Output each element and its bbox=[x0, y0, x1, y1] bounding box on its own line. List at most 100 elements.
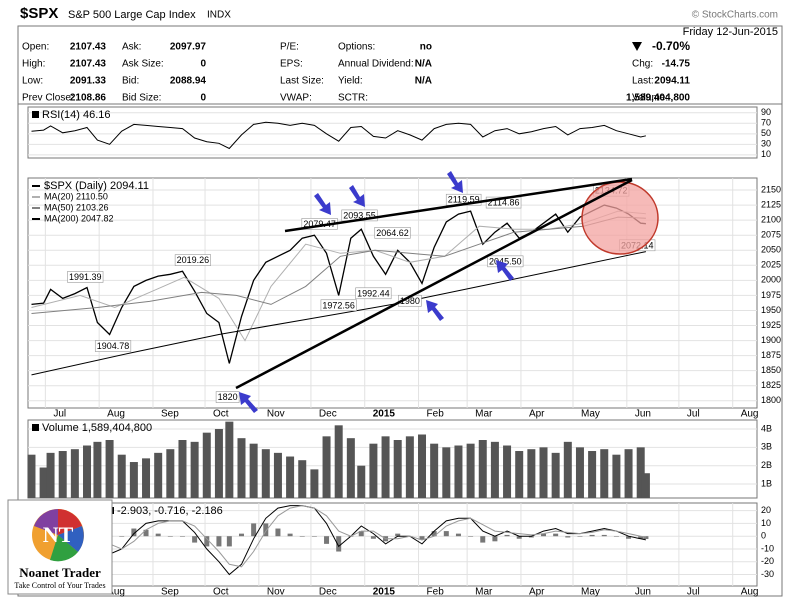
y-tick-label: 10 bbox=[761, 149, 771, 159]
bar bbox=[263, 523, 269, 537]
annotation: 1992.44 bbox=[357, 288, 390, 298]
bar bbox=[237, 438, 246, 498]
annotation-box bbox=[487, 255, 524, 268]
bar bbox=[131, 528, 137, 537]
y-tick-label: 1825 bbox=[761, 380, 781, 390]
field-label: SCTR: bbox=[338, 93, 368, 104]
bar bbox=[275, 528, 281, 537]
bar bbox=[601, 534, 607, 537]
line-series bbox=[31, 505, 646, 568]
summary-value: 2094.11 bbox=[654, 76, 690, 87]
x-tick-label: Nov bbox=[267, 587, 285, 598]
bar bbox=[287, 533, 293, 537]
bar bbox=[334, 425, 343, 498]
annotation-box bbox=[174, 254, 211, 266]
x-tick-label: Oct bbox=[213, 409, 229, 420]
bar bbox=[551, 452, 560, 498]
x-tick-label: Sep bbox=[161, 587, 179, 598]
field-label: EPS: bbox=[280, 59, 303, 70]
annotation: 2019.26 bbox=[177, 255, 210, 265]
x-tick-label: Jul bbox=[687, 409, 700, 420]
field-label: Last Size: bbox=[280, 76, 324, 87]
summary-label: Last: bbox=[632, 76, 654, 87]
logo-wedge bbox=[58, 526, 84, 552]
bar bbox=[310, 469, 319, 498]
logo: NT Noanet Trader Take Control of Your Tr… bbox=[7, 499, 113, 595]
bar bbox=[443, 531, 449, 537]
bar bbox=[454, 445, 463, 498]
field-label: Prev Close: bbox=[22, 93, 74, 104]
x-tick-label: Dec bbox=[319, 409, 337, 420]
x-tick-label: Jun bbox=[635, 587, 651, 598]
y-tick-label: 2050 bbox=[761, 245, 781, 255]
x-tick-label: Jun bbox=[635, 409, 651, 420]
legend-entry: MA(200) 2047.82 bbox=[44, 213, 114, 223]
bar bbox=[419, 536, 425, 541]
logo-mark: NT bbox=[43, 522, 74, 547]
bar bbox=[178, 440, 187, 498]
x-tick-label: Apr bbox=[529, 409, 545, 420]
panel bbox=[27, 106, 758, 159]
y-tick-label: 1900 bbox=[761, 335, 781, 345]
y-tick-label: 2000 bbox=[761, 275, 781, 285]
annotation-box bbox=[374, 227, 411, 239]
bar bbox=[225, 421, 234, 498]
arrow bbox=[349, 185, 365, 207]
symbol: $SPX bbox=[20, 5, 58, 22]
y-tick-label: 2125 bbox=[761, 199, 781, 209]
source: © StockCharts.com bbox=[692, 10, 778, 21]
line-series bbox=[31, 216, 646, 314]
y-tick-label: 70 bbox=[761, 118, 771, 128]
bar bbox=[504, 534, 510, 537]
bar bbox=[515, 451, 524, 498]
bar bbox=[322, 436, 331, 498]
bar bbox=[324, 536, 330, 544]
bar bbox=[142, 458, 151, 498]
bar bbox=[369, 443, 378, 498]
exchange: INDX bbox=[207, 10, 231, 21]
y-tick-label: 1800 bbox=[761, 395, 781, 405]
legend-entry: MA(50) 2103.26 bbox=[44, 202, 109, 212]
logo-name: Noanet Trader bbox=[19, 565, 101, 580]
legend-entry: $SPX (Daily) 2094.11 bbox=[44, 180, 149, 192]
field-label: P/E: bbox=[280, 42, 299, 53]
highlight-circle bbox=[581, 181, 659, 255]
y-tick-label: 1875 bbox=[761, 350, 781, 360]
annotation: 1991.39 bbox=[69, 272, 102, 282]
arrow bbox=[447, 171, 463, 193]
bar bbox=[577, 536, 583, 537]
y-tick-label: 50 bbox=[761, 128, 771, 138]
y-tick-label: 1850 bbox=[761, 365, 781, 375]
lower-trendline bbox=[235, 178, 633, 390]
bar bbox=[83, 445, 92, 498]
bar bbox=[46, 452, 55, 498]
logo-wedge bbox=[58, 509, 82, 535]
frame bbox=[17, 25, 783, 597]
panel bbox=[27, 502, 758, 587]
y-tick-label: 1975 bbox=[761, 290, 781, 300]
field-value: 2091.33 bbox=[70, 76, 107, 87]
line-series bbox=[31, 505, 647, 576]
bar bbox=[466, 443, 475, 498]
bar bbox=[528, 536, 534, 538]
bar bbox=[204, 536, 210, 547]
bar bbox=[357, 465, 366, 498]
panel-title: -2.903, -0.716, -2.186 bbox=[117, 505, 223, 517]
bar bbox=[129, 462, 138, 498]
y-tick-label: 1B bbox=[761, 478, 772, 488]
bar bbox=[430, 443, 439, 498]
bar bbox=[273, 452, 282, 498]
x-tick-label: 2015 bbox=[373, 409, 396, 420]
bar bbox=[626, 536, 632, 539]
date: Friday 12-Jun-2015 bbox=[683, 26, 778, 38]
y-tick-label: 90 bbox=[761, 107, 771, 117]
y-tick-label: 10 bbox=[761, 518, 771, 528]
x-tick-label: Sep bbox=[161, 409, 179, 420]
arrow bbox=[239, 392, 258, 413]
x-tick-label: May bbox=[581, 587, 600, 598]
bar bbox=[119, 536, 125, 537]
bar bbox=[565, 536, 571, 538]
bar bbox=[478, 440, 487, 498]
bar bbox=[600, 449, 609, 498]
